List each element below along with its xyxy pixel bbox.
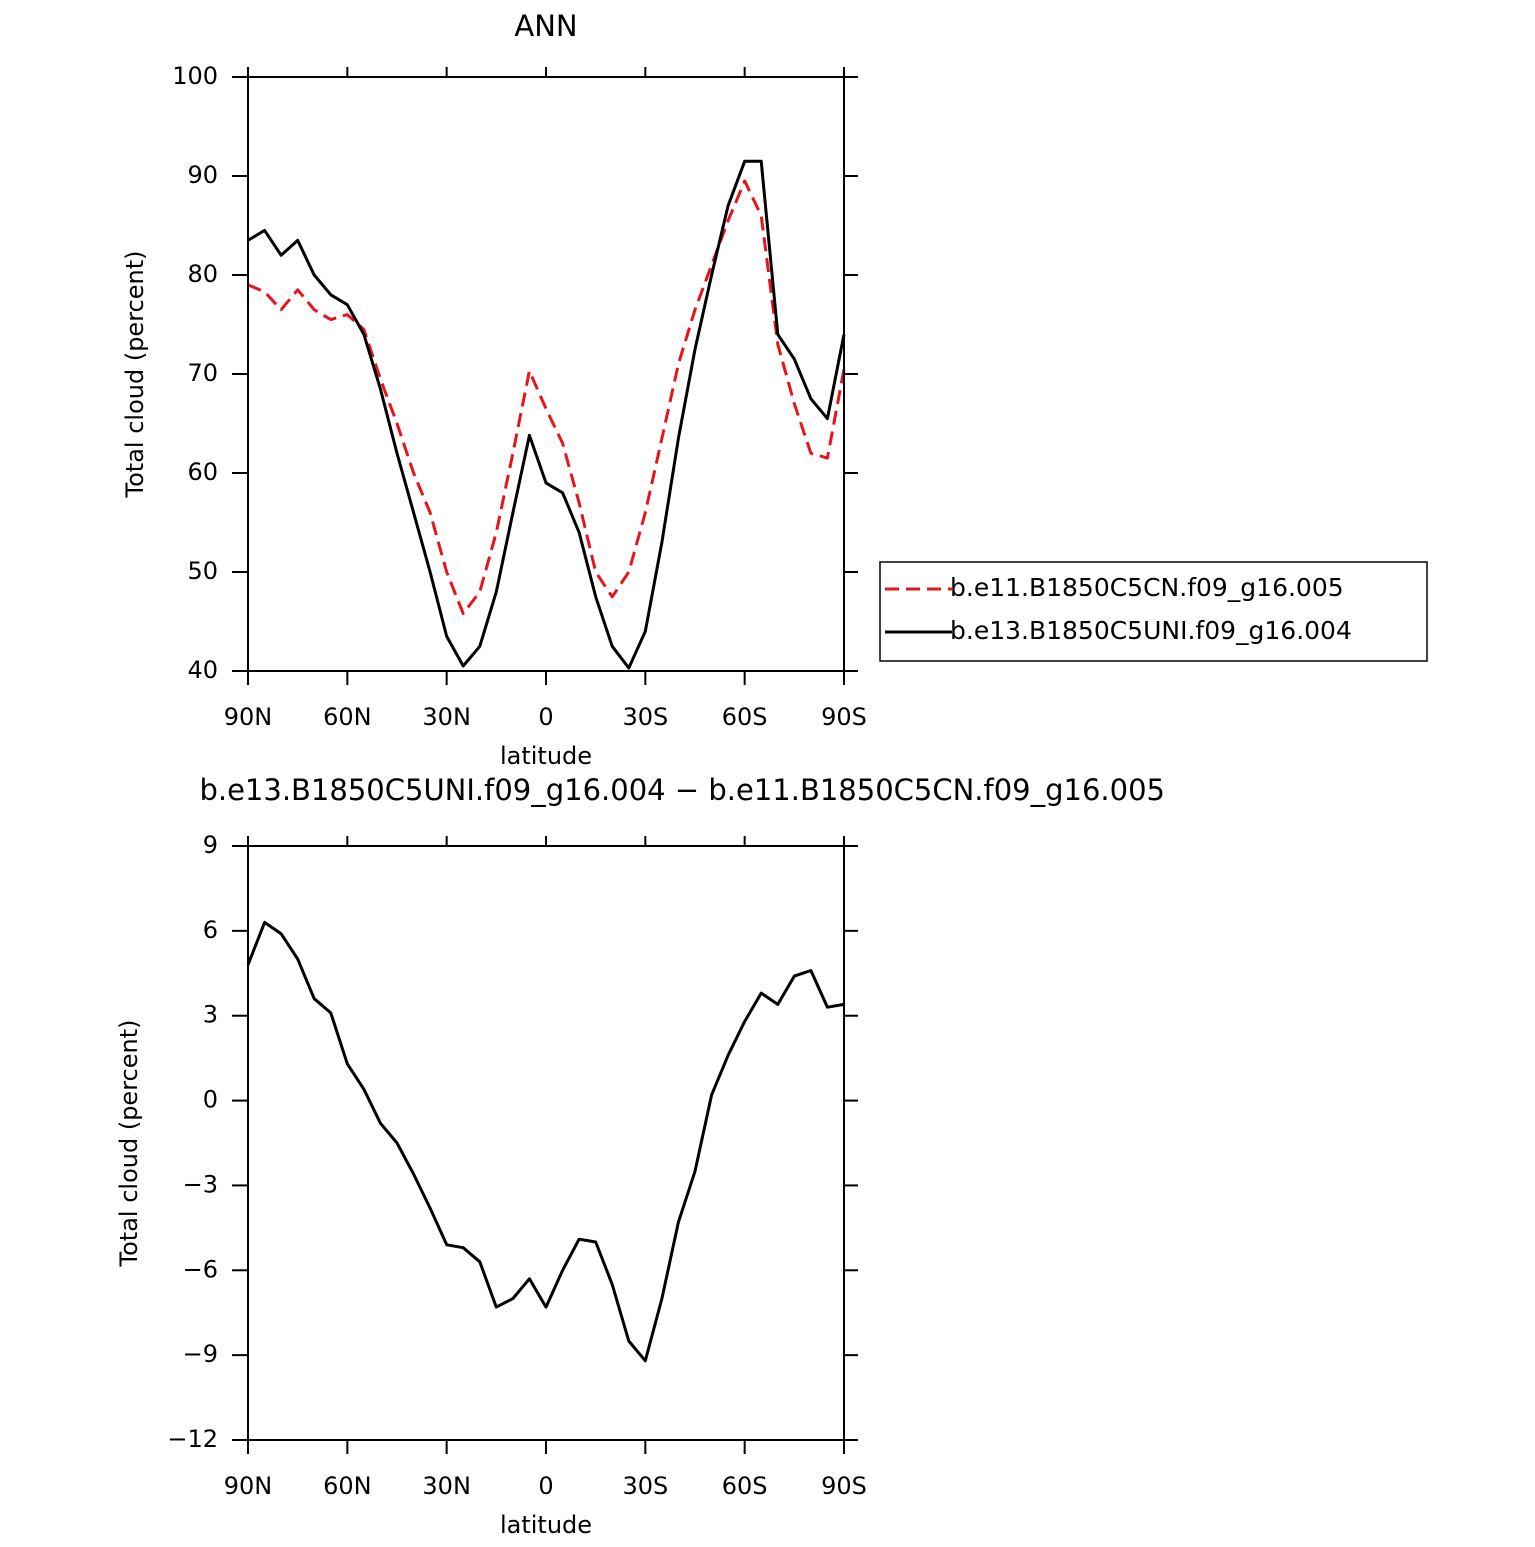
x-tick-label: 90S	[821, 1472, 867, 1500]
plot-frame	[247, 845, 845, 1441]
y-tick-label: −3	[183, 1170, 218, 1198]
y-tick-label: 40	[187, 656, 218, 684]
x-tick-label: 60S	[722, 1472, 768, 1500]
x-tick-label: 30N	[422, 703, 471, 731]
y-tick-label: 60	[187, 458, 218, 486]
legend-label: b.e11.B1850C5CN.f09_g16.005	[950, 573, 1344, 602]
chart-title: ANN	[514, 9, 577, 43]
y-tick-label: 50	[187, 557, 218, 585]
data-line	[247, 159, 846, 670]
y-tick-label: 80	[187, 260, 218, 288]
x-tick-label: 0	[538, 703, 553, 731]
y-tick-label: −9	[183, 1340, 218, 1368]
x-tick-label: 30S	[622, 703, 668, 731]
x-tick-label: 60N	[323, 1472, 372, 1500]
chart-title: b.e13.B1850C5UNI.f09_g16.004 − b.e11.B18…	[199, 773, 1165, 807]
x-tick-label: 30N	[422, 1472, 471, 1500]
y-tick-label: −12	[167, 1425, 218, 1453]
data-line	[246, 920, 845, 1363]
y-tick-label: −6	[183, 1255, 218, 1283]
x-axis-label: latitude	[500, 742, 592, 770]
y-tick-label: 6	[203, 916, 218, 944]
y-tick-label: 9	[203, 831, 218, 859]
y-axis-label: Total cloud (percent)	[121, 251, 149, 499]
data-line	[247, 179, 846, 616]
y-tick-label: 90	[187, 161, 218, 189]
x-axis-label: latitude	[500, 1511, 592, 1539]
x-tick-label: 60S	[722, 703, 768, 731]
y-axis-label: Total cloud (percent)	[115, 1020, 143, 1268]
x-tick-label: 90S	[821, 703, 867, 731]
x-tick-label: 60N	[323, 703, 372, 731]
y-tick-label: 0	[203, 1086, 218, 1114]
x-tick-label: 30S	[622, 1472, 668, 1500]
x-tick-label: 90N	[224, 1472, 273, 1500]
plot-frame	[247, 76, 845, 672]
legend-box	[879, 561, 1428, 662]
y-tick-label: 100	[172, 62, 218, 90]
x-tick-label: 0	[538, 1472, 553, 1500]
y-tick-label: 3	[203, 1001, 218, 1029]
y-tick-label: 70	[187, 359, 218, 387]
legend-label: b.e13.B1850C5UNI.f09_g16.004	[950, 616, 1352, 645]
x-tick-label: 90N	[224, 703, 273, 731]
